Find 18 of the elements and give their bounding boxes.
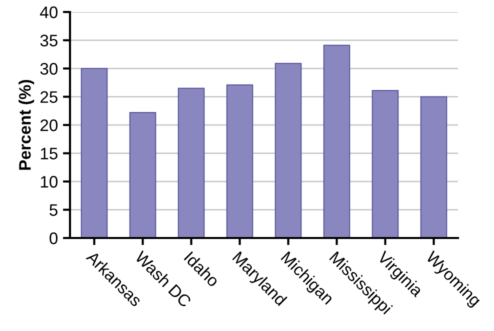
y-tick-label: 35 [40,34,58,46]
y-tick-label: 10 [40,176,58,188]
bar [420,96,448,238]
y-tick-label: 25 [40,91,58,103]
bar [323,44,350,238]
y-tick-label: 30 [40,62,58,75]
y-tick-label: 20 [40,119,58,132]
bar [226,84,254,238]
y-tick-label: 0 [50,232,58,244]
bar [372,90,399,238]
y-tick-label: 5 [50,204,58,216]
bar [274,62,302,238]
bar [80,68,108,238]
bar [129,112,156,238]
y-axis-title: Percent (%) [18,80,34,170]
y-tick-label: 40 [40,6,58,18]
bar [178,88,205,238]
y-tick-label: 15 [40,148,58,160]
